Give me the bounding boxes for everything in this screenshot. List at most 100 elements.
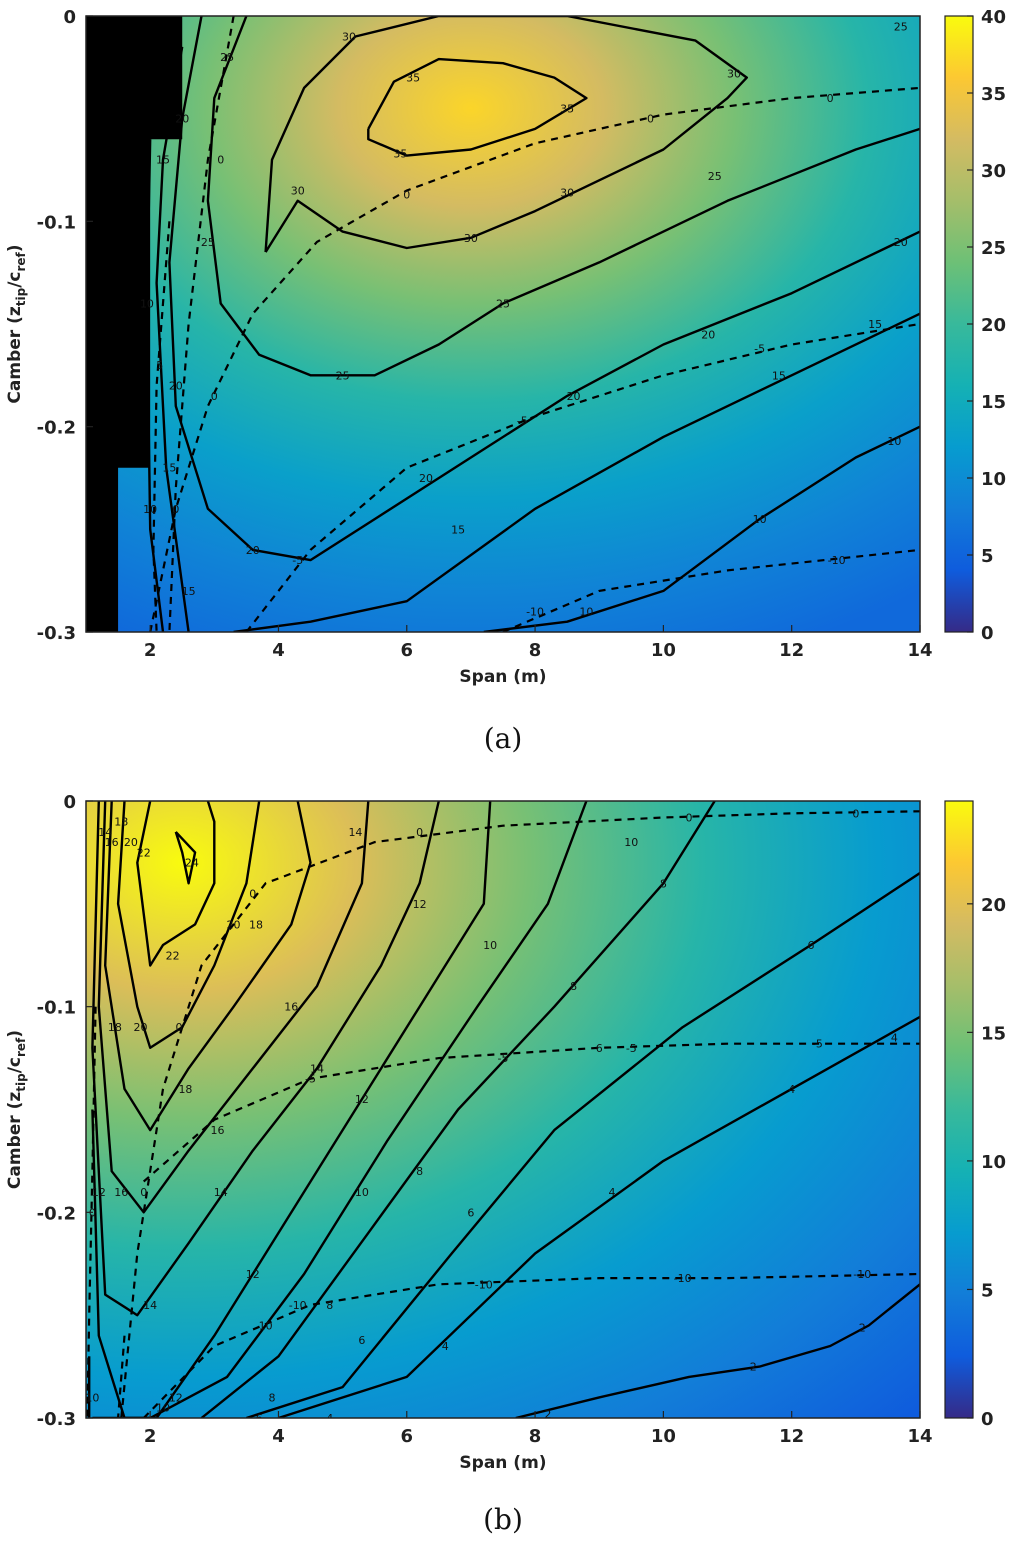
contour-dashed-label: -5 <box>812 1038 823 1051</box>
contour-solid-22 <box>136 801 216 967</box>
y-axis-label-part: /c <box>5 271 25 287</box>
contour-solid-label: 12 <box>355 1093 369 1106</box>
y-tick-label: -0.2 <box>37 418 76 439</box>
x-tick-label: 8 <box>529 640 542 661</box>
contour-solid-label: 12 <box>413 898 427 911</box>
contour-dashed--5 <box>245 322 920 632</box>
contour-dashed-label: 0 <box>211 390 218 403</box>
contour-dashed--5 <box>142 1042 920 1183</box>
contour-solid-2 <box>515 1283 920 1418</box>
contour-solid-label: 10 <box>259 1319 273 1332</box>
x-tick-label: 6 <box>401 640 414 661</box>
contour-solid-label: 10 <box>624 836 638 849</box>
contour-dashed-label: 0 <box>416 826 423 839</box>
contour-dashed--10 <box>142 1272 920 1418</box>
contour-solid-label: 10 <box>355 1186 369 1199</box>
contour-solid-4 <box>278 1015 920 1418</box>
contour-dashed-label: 0 <box>852 807 859 820</box>
contour-solid-label: 16 <box>284 1001 298 1014</box>
contour-solid-label: 30 <box>560 187 574 200</box>
colorbar-tick-label: 10 <box>981 1152 1006 1173</box>
x-tick-label: 12 <box>779 640 804 661</box>
x-tick-label: 2 <box>144 1426 157 1447</box>
contour-solid-label: 22 <box>137 846 151 859</box>
contour-dashed-label: 0 <box>403 189 410 202</box>
contour-dashed-label: 0 <box>827 92 834 105</box>
contour-solid-label: 2 <box>859 1322 866 1335</box>
contour-solid-12 <box>91 801 492 1418</box>
contour-solid-label: 15 <box>162 462 176 475</box>
y-tick-label: 0 <box>63 7 76 28</box>
y-axis-label-part: Camber (z <box>5 1092 25 1189</box>
contour-solid-label: 22 <box>166 949 180 962</box>
contour-solid-label: 12 <box>92 1186 106 1199</box>
contour-solid-label: 10 <box>85 1391 99 1404</box>
contour-solid-label: 14 <box>98 826 112 839</box>
y-axis-label: Camber (ztip/cref) <box>5 244 28 403</box>
contour-solid-label: 15 <box>772 369 786 382</box>
colorbar-tick-label: 5 <box>981 546 994 567</box>
x-axis-label: Span (m) <box>459 667 546 687</box>
color-field <box>86 801 920 1418</box>
contour-solid-24 <box>174 831 197 885</box>
y-axis-label-part: ) <box>5 1030 25 1038</box>
contour-solid-label: 15 <box>156 154 170 167</box>
contour-dashed-0 <box>86 1006 97 1418</box>
contour-solid-35 <box>367 57 588 157</box>
contour-solid-label: 10 <box>140 297 154 310</box>
contour-dashed-label: -5 <box>626 1042 637 1055</box>
contour-dashed-label: 0 <box>176 1021 183 1034</box>
contour-solid-label: 14 <box>348 826 362 839</box>
contour-solid-label: 10 <box>156 1402 170 1415</box>
contour-solid-label: 8 <box>269 1391 276 1404</box>
figure-caption: (a) <box>484 722 523 755</box>
colorbar-tick-label: 40 <box>981 7 1006 28</box>
x-axis-label: Span (m) <box>459 1453 546 1473</box>
contour-solid-label: 24 <box>185 857 199 870</box>
contour-dashed-label: 0 <box>140 1186 147 1199</box>
contour-solid-18 <box>104 801 312 1132</box>
contour-solid-label: 25 <box>201 236 215 249</box>
color-field <box>86 16 920 632</box>
contour-solid-14 <box>91 801 440 1317</box>
contour-solid-label: 12 <box>169 1391 183 1404</box>
contour-solid-label: 20 <box>419 472 433 485</box>
colorbar-tick-label: 0 <box>981 623 994 644</box>
contour-solid-label: 6 <box>807 939 814 952</box>
contour-dashed-label: -10 <box>526 605 544 618</box>
contour-solid-label: 20 <box>175 113 189 126</box>
contour-solid-label: 14 <box>143 1299 157 1312</box>
contour-solid-label: 6 <box>596 1042 603 1055</box>
contour-solid-8 <box>200 801 716 1418</box>
contour-solid-label: 15 <box>868 318 882 331</box>
y-axis-label-part: Camber (z <box>5 306 25 403</box>
contour-solid-label: 25 <box>336 369 350 382</box>
colorbar <box>944 800 974 1419</box>
plot-frame <box>85 15 921 633</box>
contour-solid-label: 35 <box>393 148 407 161</box>
x-tick-label: 14 <box>907 640 932 661</box>
x-tick-label: 6 <box>401 1426 414 1447</box>
contour-solid-label: 25 <box>894 20 908 33</box>
contour-solid-label: 20 <box>227 918 241 931</box>
contour-solid-label: 16 <box>211 1124 225 1137</box>
contour-solid-label: 15 <box>182 585 196 598</box>
contour-dashed-label: -10 <box>289 1299 307 1312</box>
contour-solid-label: 25 <box>496 297 510 310</box>
contour-solid-label: 10 <box>483 939 497 952</box>
contour-solid-label: 4 <box>326 1412 333 1425</box>
y-axis-label-subscript: tip <box>14 287 28 306</box>
y-axis-label-subscript: ref <box>14 1037 28 1057</box>
contour-solid-label: 10 <box>143 503 157 516</box>
plot-frame <box>85 800 921 1419</box>
excluded-region <box>86 16 183 632</box>
colorbar-tick-label: 20 <box>981 315 1006 336</box>
contour-solid-10 <box>145 139 165 632</box>
y-axis-label-part: ) <box>5 244 25 252</box>
colorbar-tick-label: 30 <box>981 161 1006 182</box>
x-tick-label: 10 <box>651 640 676 661</box>
contour-solid-label: 8 <box>326 1299 333 1312</box>
contour-solid-label: 12 <box>246 1268 260 1281</box>
contour-solid-label: 20 <box>246 544 260 557</box>
